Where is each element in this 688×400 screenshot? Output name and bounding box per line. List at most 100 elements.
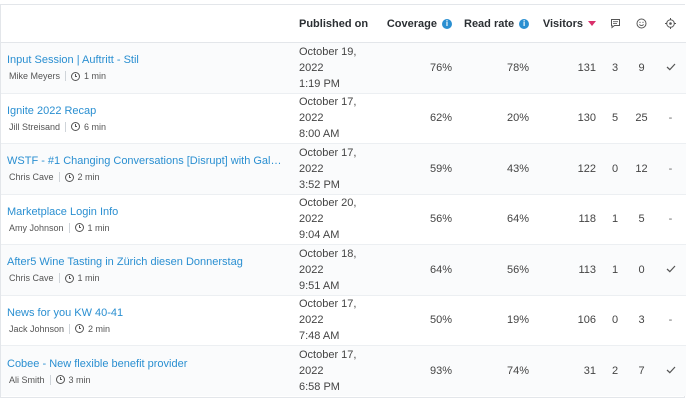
read-time: 3 min [68,374,91,385]
comments-count: 0 [602,143,628,195]
meta-divider [49,374,51,385]
sort-descending-icon[interactable] [588,21,596,27]
post-meta: Amy Johnson 1 min [7,222,287,233]
post-meta: Mike Meyers 1 min [7,71,287,82]
post-title-link[interactable]: Cobee - New flexible benefit provider [7,357,188,370]
post-title-link[interactable]: Marketplace Login Info [7,205,119,218]
author-name: Mike Meyers [9,71,61,82]
header-target[interactable] [655,5,686,43]
target-icon [665,18,676,30]
reactions-count: 12 [628,143,655,195]
author-name: Ali Smith [9,374,45,385]
published-date: October 17, 2022 [299,349,357,377]
post-title-link[interactable]: Input Session | Auftritt - Stil [7,54,139,67]
title-cell: Input Session | Auftritt - Stil Mike Mey… [1,42,293,94]
coverage-value: 93% [429,365,452,377]
published-cell: October 17, 2022 8:00 AM [293,93,380,144]
published-time: 6:58 PM [299,381,340,393]
meta-divider [65,121,67,132]
comments-count: 1 [602,244,628,296]
table-row[interactable]: News for you KW 40-41 Jack Johnson 2 min… [1,295,686,346]
table-row[interactable]: Marketplace Login Info Amy Johnson 1 min… [1,194,686,245]
published-on-label: Published on [299,17,369,30]
coverage-value: 50% [380,295,458,346]
published-cell: October 20, 2022 9:04 AM [293,194,380,245]
read-rate-value: 43% [458,143,535,195]
table-row[interactable]: Ignite 2022 Recap Jill Streisand 6 min O… [1,93,686,144]
post-meta: Jack Johnson 2 min [7,323,287,334]
clock-icon [71,71,81,81]
read-rate-value: 19% [458,295,535,346]
coverage-value: 56% [380,194,458,245]
published-time: 3:52 PM [299,178,340,191]
info-icon[interactable]: i [442,18,452,29]
title-cell: Ignite 2022 Recap Jill Streisand 6 min [1,93,293,144]
author-name: Jack Johnson [9,323,65,334]
published-cell: October 17, 2022 6:58 PM [293,346,380,397]
author-name: Jill Streisand [9,121,61,132]
post-title-link[interactable]: WSTF - #1 Changing Conversations [Disrup… [7,155,287,168]
target-status [655,244,686,296]
dash-indicator: - [668,213,673,226]
table-row[interactable]: Input Session | Auftritt - Stil Mike Mey… [1,42,686,94]
title-cell: After5 Wine Tasting in Zürich diesen Don… [1,244,293,296]
comments-count: 1 [602,194,628,245]
coverage-value: 64% [380,244,458,296]
header-reactions[interactable] [628,5,655,43]
comments-count: 5 [602,93,628,144]
published-time: 1:19 PM [299,77,340,90]
table-row[interactable]: Cobee - New flexible benefit provider Al… [1,345,686,397]
info-icon[interactable]: i [519,18,530,29]
read-rate-value: 20% [458,93,535,144]
comment-icon [610,19,620,29]
reactions-count: 7 [638,365,645,377]
clock-icon [74,223,84,233]
clock-icon [71,122,81,132]
reactions-count: 5 [628,194,655,245]
header-visitors[interactable]: Visitors [535,5,602,43]
target-status: - [655,194,686,245]
read-rate-value: 74% [506,365,529,377]
posts-table: Published on Coverage i Read rate i Visito… [1,5,686,396]
post-meta: Chris Cave 1 min [7,273,287,284]
read-time: 2 min [88,323,111,334]
clock-icon [75,324,85,334]
post-title-link[interactable]: After5 Wine Tasting in Zürich diesen Don… [7,256,243,269]
coverage-value: 62% [380,93,458,144]
published-time: 9:04 AM [299,229,340,242]
read-time: 1 min [77,273,100,284]
read-time: 6 min [84,121,107,132]
read-time: 2 min [77,172,100,183]
header-comments[interactable] [602,5,628,43]
published-date: October 17, 2022 [299,298,357,327]
post-meta: Ali Smith 3 min [7,374,287,385]
title-cell: WSTF - #1 Changing Conversations [Disrup… [1,143,293,195]
target-status [655,42,686,94]
comments-count: 0 [602,295,628,346]
coverage-label: Coverage [386,17,437,30]
post-meta: Jill Streisand 6 min [7,121,287,132]
header-published-on[interactable]: Published on [293,5,380,43]
clock-icon [64,172,74,182]
target-status [655,346,686,397]
clock-icon [55,375,65,384]
clock-icon [64,273,74,283]
header-read-rate[interactable]: Read rate i [458,5,535,43]
published-date: October 17, 2022 [299,96,357,125]
visitors-value: 122 [535,143,602,195]
post-title-link[interactable]: News for you KW 40-41 [7,306,124,319]
post-title-link[interactable]: Ignite 2022 Recap [7,104,97,117]
smiley-icon [636,18,647,29]
header-coverage[interactable]: Coverage i [380,5,458,43]
read-rate-value: 78% [458,42,535,94]
check-icon [666,63,675,71]
reactions-count: 3 [628,295,655,346]
table-row[interactable]: WSTF - #1 Changing Conversations [Disrup… [1,143,686,195]
published-date: October 20, 2022 [299,197,357,226]
comments-count: 2 [611,365,619,377]
published-time: 7:48 AM [299,330,340,343]
published-cell: October 18, 2022 9:51 AM [293,244,380,296]
read-rate-value: 64% [458,194,535,245]
table-row[interactable]: After5 Wine Tasting in Zürich diesen Don… [1,244,686,296]
check-icon [666,265,675,273]
